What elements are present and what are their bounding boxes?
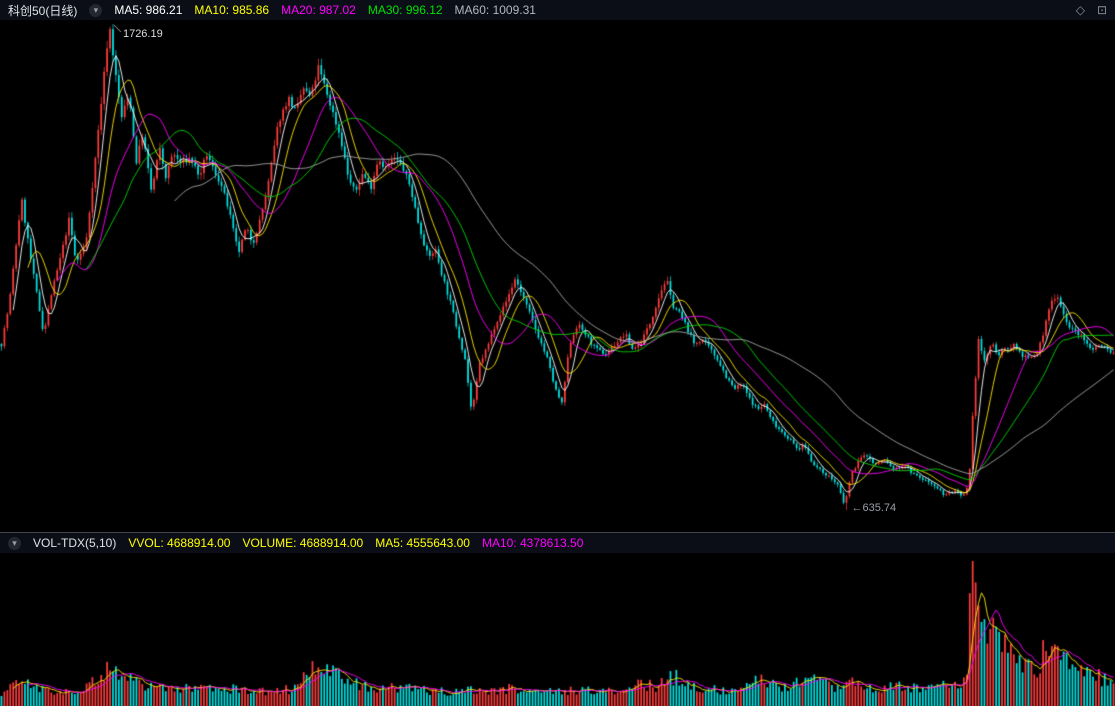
price-chart-panel[interactable]: 1726.19 ←635.74 — [0, 20, 1115, 532]
ma10-legend: MA10: 985.86 — [194, 3, 270, 17]
volume-chart-panel[interactable] — [0, 553, 1115, 706]
symbol-title[interactable]: 科创50(日线) — [8, 3, 78, 18]
ma60-legend: MA60: 1009.31 — [454, 3, 536, 17]
panel-collapse-icon[interactable]: ▾ — [89, 3, 103, 17]
volume-legend: VOLUME: 4688914.00 — [242, 536, 364, 550]
ma30-legend: MA30: 996.12 — [367, 3, 443, 17]
vol-collapse-icon[interactable]: ▾ — [8, 536, 21, 550]
ma5-legend: MA5: 986.21 — [114, 3, 183, 17]
main-chart-header: 科创50(日线) ▾ MA5: 986.21 MA10: 985.86 MA20… — [0, 0, 1115, 20]
ma20-legend: MA20: 987.02 — [281, 3, 356, 17]
volume-chart-canvas[interactable] — [0, 553, 1115, 706]
window-icon[interactable]: ⊡ — [1096, 3, 1107, 17]
volume-header: ▾ VOL-TDX(5,10) VVOL: 4688914.00 VOLUME:… — [0, 532, 1115, 553]
vol-ma10-legend: MA10: 4378613.50 — [481, 536, 584, 550]
vvol-legend: VVOL: 4688914.00 — [128, 536, 231, 550]
indicator-title[interactable]: VOL-TDX(5,10) — [33, 536, 117, 550]
price-chart-canvas[interactable] — [0, 20, 1115, 532]
diamond-icon[interactable]: ◇ — [1075, 3, 1085, 17]
vol-ma5-legend: MA5: 4555643.00 — [375, 536, 470, 550]
